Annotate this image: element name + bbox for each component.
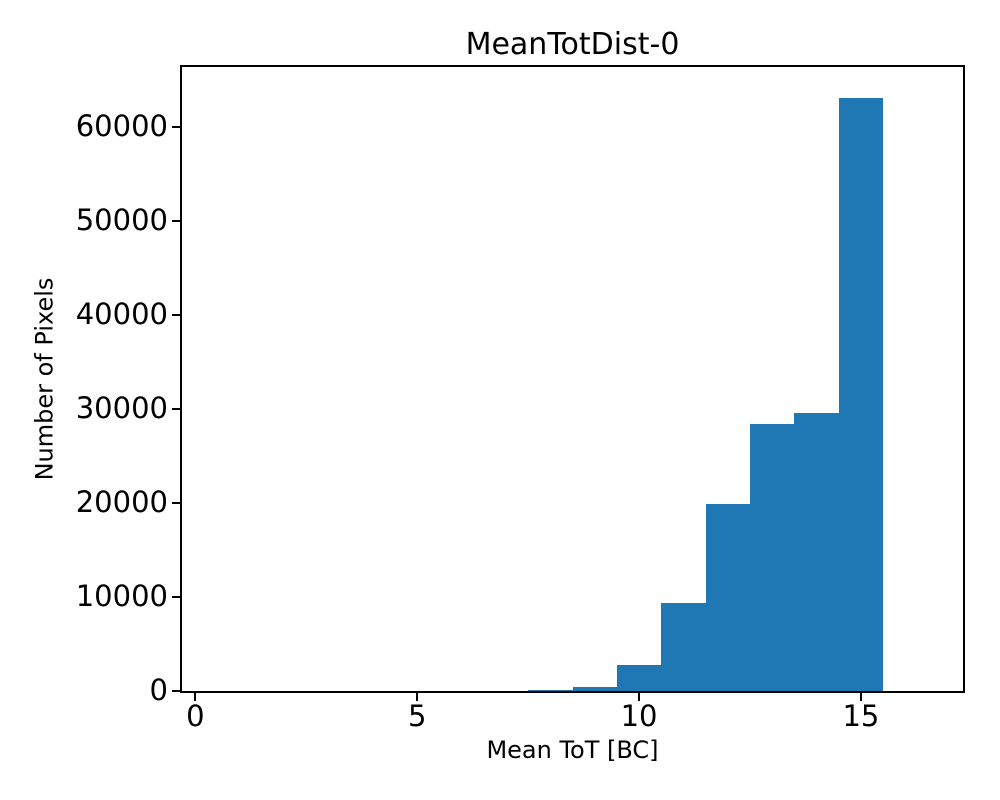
histogram-bar <box>838 97 884 691</box>
y-tick-mark <box>172 125 180 128</box>
y-tick-mark <box>172 595 180 598</box>
y-tick-mark <box>172 219 180 222</box>
chart-title: MeanTotDist-0 <box>465 27 680 62</box>
x-tick-label: 0 <box>186 699 205 733</box>
x-axis-label: Mean ToT [BC] <box>486 736 659 764</box>
y-tick-label: 0 <box>149 673 168 707</box>
y-tick-label: 50000 <box>75 202 168 237</box>
x-tick-mark <box>638 693 641 701</box>
y-tick-label: 40000 <box>75 296 168 331</box>
x-tick-label: 10 <box>620 699 658 733</box>
histogram-bar <box>661 602 706 691</box>
histogram-bar <box>750 423 795 691</box>
y-tick-label: 10000 <box>75 578 168 613</box>
y-tick-label: 60000 <box>75 108 168 143</box>
x-tick-label: 15 <box>842 699 880 733</box>
y-tick-mark <box>172 501 180 504</box>
histogram-bar <box>794 412 839 691</box>
histogram-bar <box>705 503 750 691</box>
plot-area <box>180 65 965 693</box>
histogram-bar <box>528 689 573 691</box>
y-tick-mark <box>172 690 180 692</box>
y-tick-label: 20000 <box>75 484 168 519</box>
y-tick-mark <box>172 313 180 316</box>
x-tick-mark <box>416 693 419 701</box>
histogram-bar <box>616 664 662 691</box>
x-tick-mark <box>859 693 862 701</box>
x-tick-mark <box>194 693 197 701</box>
histogram-bar <box>572 687 617 691</box>
y-tick-mark <box>172 407 180 410</box>
y-tick-label: 30000 <box>75 390 168 425</box>
x-tick-label: 5 <box>407 699 427 733</box>
